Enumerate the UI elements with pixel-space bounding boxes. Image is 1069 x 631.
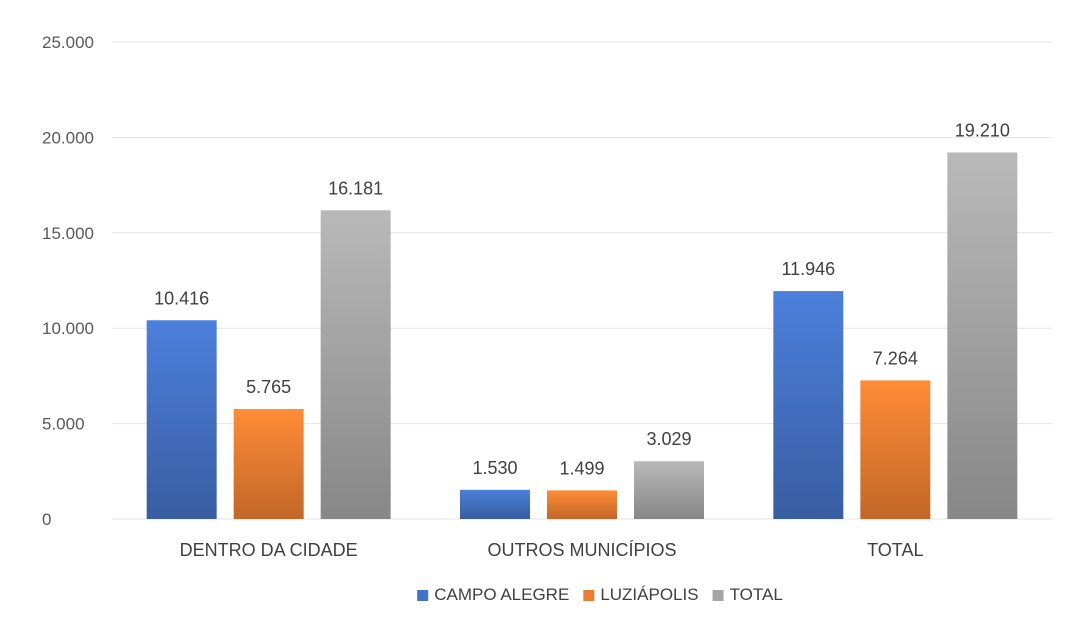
legend-swatch-2 <box>712 590 724 601</box>
y-tick-label: 25.000 <box>42 33 94 52</box>
legend-swatch-0 <box>417 590 429 601</box>
legend-swatch-1 <box>583 590 595 601</box>
x-axis: DENTRO DA CIDADE OUTROS MUNICÍPIOS TOTAL <box>180 540 924 560</box>
data-label: 3.029 <box>646 429 691 449</box>
legend-label: LUZIÁPOLIS <box>600 585 698 604</box>
data-label: 19.210 <box>955 120 1010 140</box>
y-tick-label: 10.000 <box>42 319 94 338</box>
bar-luzi-polis-2 <box>860 380 931 519</box>
data-label: 7.264 <box>873 348 918 368</box>
bar-total-2 <box>947 152 1018 519</box>
legend-label: TOTAL <box>730 585 783 604</box>
y-tick-label: 5.000 <box>42 415 85 434</box>
bar-total-0 <box>320 210 391 519</box>
y-tick-label: 15.000 <box>42 224 94 243</box>
bar-luzi-polis-1 <box>547 490 617 519</box>
data-label: 16.181 <box>328 178 383 198</box>
bar-campo-alegre-2 <box>773 291 844 519</box>
bar-campo-alegre-0 <box>146 320 217 519</box>
legend: CAMPO ALEGRE LUZIÁPOLIS TOTAL <box>417 585 783 604</box>
data-label: 1.499 <box>559 458 604 478</box>
y-tick-label: 20.000 <box>42 128 94 147</box>
data-label: 10.416 <box>154 288 209 308</box>
bar-campo-alegre-1 <box>460 489 530 519</box>
data-label: 1.530 <box>472 458 517 478</box>
bar-luzi-polis-0 <box>233 409 304 519</box>
bar-total-1 <box>634 461 704 519</box>
y-tick-label: 0 <box>42 510 51 529</box>
category-label: OUTROS MUNICÍPIOS <box>487 540 676 560</box>
category-label: TOTAL <box>867 540 923 560</box>
data-label: 11.946 <box>781 259 835 279</box>
data-labels: 10.416 5.765 16.181 1.530 1.499 3.029 11.946 7.… <box>154 120 1010 478</box>
y-axis: 0 5.000 10.000 15.000 20.000 25.000 <box>42 33 94 529</box>
legend-label: CAMPO ALEGRE <box>434 585 569 604</box>
category-label: DENTRO DA CIDADE <box>180 540 358 560</box>
bars <box>146 152 1018 519</box>
data-label: 5.765 <box>246 377 291 397</box>
